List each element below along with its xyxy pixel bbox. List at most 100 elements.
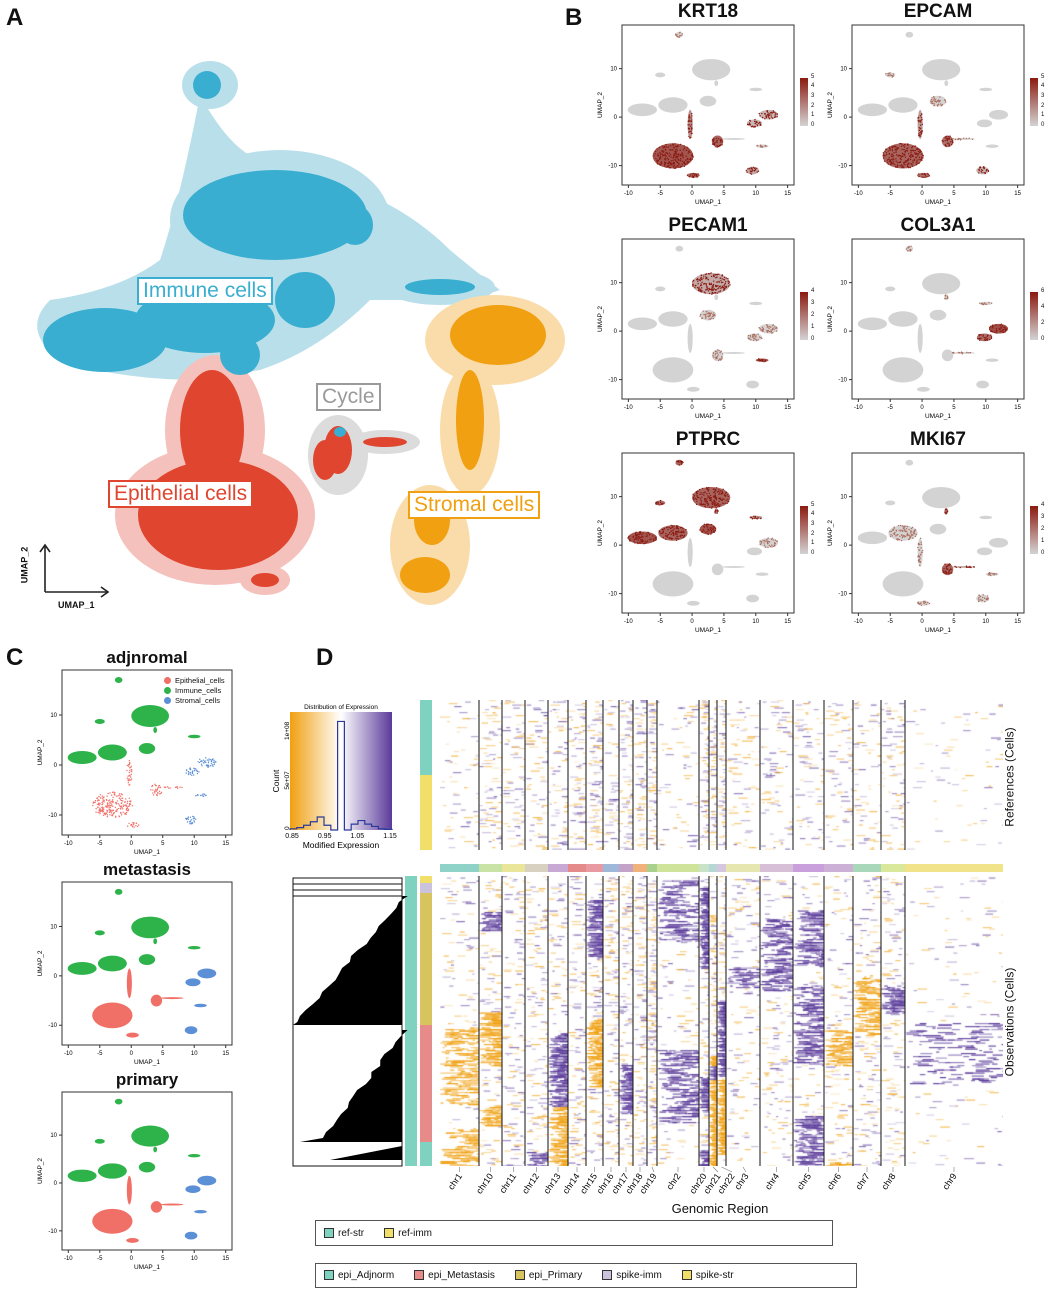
y-tick-label: 10 — [610, 495, 617, 501]
chromosome-color-bar — [905, 864, 1003, 872]
chromosome-label-leader — [742, 1166, 747, 1173]
cluster-immune — [627, 531, 658, 545]
gene-title: KRT18 — [677, 1, 739, 22]
y-axis-label: UMAP_2 — [37, 1158, 44, 1184]
legend-swatch — [514, 1270, 525, 1281]
colorbar-tick-label: 4 — [1041, 303, 1045, 310]
cluster-cycle — [324, 426, 407, 474]
cluster-immune — [979, 515, 993, 520]
cluster-cycle — [722, 351, 745, 354]
x-tick-label: 0 — [920, 405, 924, 411]
chromosome-color-bar — [633, 864, 647, 872]
cluster-immune — [187, 734, 201, 739]
chromosome-color-bar — [502, 864, 525, 872]
chromosome-color-bar — [726, 864, 760, 872]
group-annotation-segment — [420, 876, 432, 883]
cluster-cycle — [941, 135, 954, 148]
observations-row-label: Observations (Cells) — [1002, 967, 1017, 1077]
cluster-stromal — [988, 323, 1009, 334]
cluster-cycle — [150, 783, 163, 797]
cluster-immune — [114, 1098, 123, 1105]
histogram-xlabel: Modified Expression — [303, 840, 380, 850]
y-tick-label: 10 — [50, 713, 57, 719]
y-tick-label: 0 — [614, 115, 618, 121]
colorbar-tick-label: 2 — [1041, 525, 1045, 532]
chromosome-label: chr4 — [763, 1171, 781, 1191]
legend-label: Stromal_cells — [175, 696, 221, 705]
cluster-immune — [131, 916, 170, 939]
cluster-immune — [885, 286, 896, 292]
colorbar — [1030, 77, 1038, 126]
feature-plot-krt18-plot: -10 -5 0 5 10 15 -10 0 10 UMAP_1 UMAP_2 — [597, 24, 795, 206]
cluster-immune — [187, 1154, 201, 1158]
legend-label: epi_Metastasis — [428, 1270, 495, 1281]
cluster-immune — [94, 930, 105, 936]
colorbar-tick-label: 4 — [1041, 501, 1045, 508]
cluster-epithelial — [917, 537, 924, 567]
chromosome-color-bar — [479, 864, 502, 872]
cluster-immune — [675, 459, 684, 466]
histogram-x-tick: 0.95 — [318, 833, 332, 840]
condition-plot-metastasis-plot: -10 -5 0 5 10 15 -10 0 10 UMAP_1 UMAP_2 — [37, 881, 233, 1066]
cluster-epithelial — [882, 571, 924, 597]
colorbar-tick-label: 3 — [811, 299, 815, 306]
colorbar-tick-label: 0 — [811, 121, 815, 128]
cluster-immune — [922, 486, 961, 509]
y-tick-label: -10 — [48, 1229, 57, 1235]
cluster-cycle — [951, 351, 975, 355]
cluster-immune — [922, 58, 961, 81]
cluster-immune — [131, 705, 170, 727]
histogram-y-tick: 0 — [284, 826, 291, 830]
chromosome-color-bar — [568, 864, 586, 872]
feature-plot-ptprc-frame — [621, 452, 795, 614]
x-tick-label: 10 — [752, 191, 759, 197]
umap-overview-ylabel: UMAP_2 — [19, 546, 30, 584]
chromosome-color-bar — [619, 864, 633, 872]
x-tick-label: -10 — [854, 405, 863, 411]
cluster-epithelial — [917, 109, 924, 139]
feature-plot-epcam-frame — [851, 24, 1025, 186]
x-tick-label: 15 — [222, 1051, 229, 1057]
cluster-immune — [749, 87, 763, 92]
cluster-immune — [929, 309, 947, 321]
y-tick-label: -10 — [608, 592, 617, 598]
cluster-stromal — [185, 767, 200, 776]
cluster-cycle — [150, 994, 163, 1007]
ref-str-annotation — [420, 700, 432, 775]
cluster-stromal — [988, 109, 1009, 120]
chromosome-label: chr9 — [940, 1171, 958, 1191]
cluster-stromal — [746, 118, 763, 128]
histogram-y-tick: 1e+08 — [284, 721, 291, 740]
reference-heatmap — [440, 700, 1003, 850]
x-tick-label: 0 — [690, 619, 694, 625]
condition-plot-primary-frame — [61, 1091, 233, 1251]
cluster-stromal — [976, 594, 989, 603]
umap-axes-arrows — [39, 543, 110, 598]
x-tick-label: 10 — [752, 405, 759, 411]
cluster-epithelial — [917, 323, 923, 353]
genomic-region-label: Genomic Region — [671, 1201, 769, 1216]
x-tick-label: 0 — [920, 191, 924, 197]
cluster-epithelial — [92, 1002, 133, 1029]
colorbar-tick-label: 1 — [811, 540, 815, 547]
feature-plot-pecam1-frame — [621, 238, 795, 400]
colorbar-tick-label: 1 — [1041, 112, 1045, 119]
x-axis-label: UMAP_1 — [695, 413, 721, 420]
colorbar-tick-label: 2 — [1041, 319, 1045, 326]
legend-item: ref-imm — [384, 1228, 432, 1239]
cluster-immune — [691, 272, 731, 295]
feature-plot-epcam-plot: -10 -5 0 5 10 15 -10 0 10 UMAP_1 UMAP_2 — [827, 24, 1025, 206]
cluster-stromal — [988, 537, 1009, 548]
cluster-immune — [905, 31, 914, 38]
observation-heatmap — [440, 876, 1003, 1166]
x-tick-label: 10 — [191, 841, 198, 847]
y-tick-label: 10 — [840, 281, 847, 287]
cluster-cycle — [952, 565, 976, 569]
chromosome-label: chr11 — [497, 1171, 518, 1195]
cluster-epithelial — [916, 172, 931, 179]
group-annotation-segment — [420, 893, 432, 1025]
chromosome-label: chr13 — [542, 1171, 563, 1195]
y-axis-label: UMAP_2 — [597, 306, 604, 332]
feature-plot-pecam1-plot: -10 -5 0 5 10 15 -10 0 10 UMAP_1 UMAP_2 — [597, 238, 795, 420]
cluster-immune — [692, 58, 731, 81]
